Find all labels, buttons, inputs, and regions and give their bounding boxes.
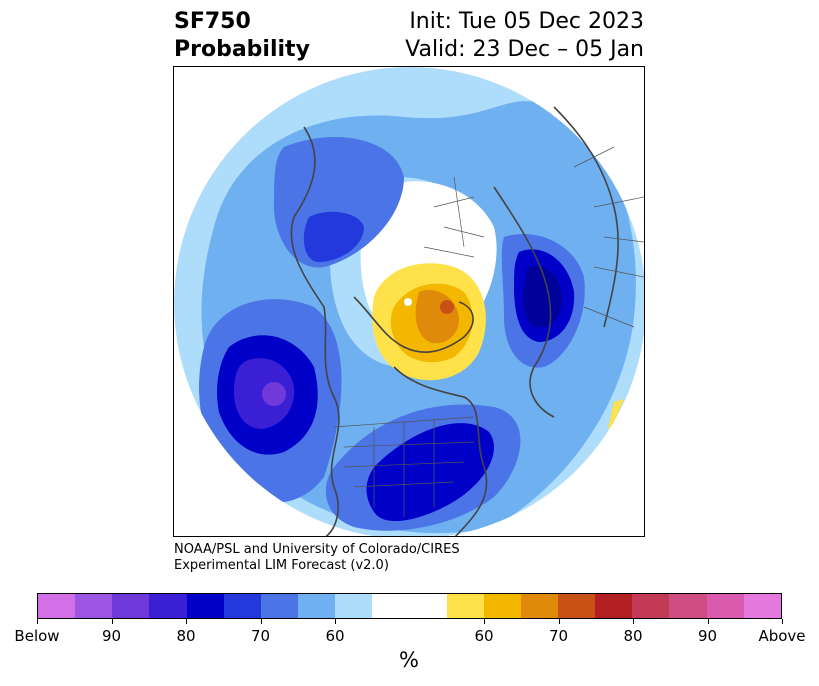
country-borders-europe xyxy=(423,176,485,258)
map-title: SF750 Probability xyxy=(174,8,310,64)
colorbar-segment xyxy=(38,594,76,618)
coastline-europe xyxy=(493,186,555,418)
colorbar-segment xyxy=(557,594,596,618)
probability-map xyxy=(173,66,645,537)
colorbar-segment xyxy=(372,594,410,618)
colorbar-tick-label: 60 xyxy=(325,627,345,645)
blue-75-canada xyxy=(303,211,364,262)
colorbar xyxy=(37,593,782,619)
credit-line-2: Experimental LIM Forecast (v2.0) xyxy=(174,558,389,573)
coastline-arctic-islands xyxy=(353,296,474,353)
colorbar-segment xyxy=(112,594,150,618)
colorbar-segment xyxy=(186,594,224,618)
coastline-east-america xyxy=(393,366,488,536)
credit-line-1: NOAA/PSL and University of Colorado/CIRE… xyxy=(174,542,460,557)
orange-75-arctic xyxy=(440,300,454,314)
colorbar-tick-mark xyxy=(484,619,485,624)
colorbar-segment xyxy=(260,594,298,618)
coastlines xyxy=(290,106,619,536)
colorbar-tick-label: Below xyxy=(14,627,60,645)
valid-range: Valid: 23 Dec – 05 Jan xyxy=(405,37,644,62)
polar-map-svg xyxy=(174,67,644,536)
colorbar-tick-mark xyxy=(558,619,560,624)
yellow-patch-east xyxy=(608,399,624,429)
colorbar-tick-label: 70 xyxy=(548,627,569,645)
colorbar-tick-label: 90 xyxy=(697,627,718,645)
colorbar-segment xyxy=(446,594,484,618)
title-type: Probability xyxy=(174,37,310,62)
probability-shading xyxy=(174,67,644,536)
colorbar-tick-mark xyxy=(335,619,336,624)
colorbar-tick-mark xyxy=(186,619,187,624)
colorbar-tick-mark xyxy=(782,619,783,624)
forecast-dates: Init: Tue 05 Dec 2023 Valid: 23 Dec – 05… xyxy=(405,8,644,64)
colorbar-segment xyxy=(75,594,113,618)
blue-85-asia xyxy=(523,266,562,328)
init-date: Init: Tue 05 Dec 2023 xyxy=(409,9,644,34)
colorbar-tick-label: 60 xyxy=(474,627,494,645)
colorbar-segment xyxy=(632,594,670,618)
colorbar-unit: % xyxy=(399,648,419,672)
colorbar-segment xyxy=(595,594,633,618)
colorbar-segment xyxy=(223,594,261,618)
borders xyxy=(333,146,644,517)
colorbar-tick-mark xyxy=(633,619,634,624)
coastline-west-america xyxy=(290,126,340,536)
title-variable: SF750 xyxy=(174,9,251,34)
white-dot xyxy=(404,298,412,306)
colorbar-segment xyxy=(483,594,521,618)
colorbar-segment xyxy=(669,594,707,618)
colorbar-tick-label: 80 xyxy=(176,627,196,645)
colorbar-tick-mark xyxy=(707,619,709,624)
colorbar-tick-mark xyxy=(111,619,113,624)
blue-80-east-us xyxy=(366,423,494,522)
colorbar-tick-mark xyxy=(37,619,38,624)
blue-90-west xyxy=(262,382,286,406)
colorbar-tick-label: 70 xyxy=(250,627,271,645)
country-borders-asia xyxy=(573,146,644,328)
colorbar-segment xyxy=(149,594,187,618)
colorbar-segment xyxy=(297,594,336,618)
state-borders xyxy=(333,416,475,517)
colorbar-tick-label: 90 xyxy=(101,627,122,645)
colorbar-tick-label: Above xyxy=(758,627,806,645)
colorbar-tick-label: 80 xyxy=(623,627,643,645)
data-credit: NOAA/PSL and University of Colorado/CIRE… xyxy=(174,542,460,574)
colorbar-tick-mark xyxy=(260,619,262,624)
colorbar-segment xyxy=(409,594,447,618)
colorbar-segment xyxy=(743,594,781,618)
colorbar-segment xyxy=(520,594,558,618)
colorbar-segment xyxy=(335,594,373,618)
coastline-asia xyxy=(553,106,619,328)
colorbar-segment xyxy=(706,594,744,618)
